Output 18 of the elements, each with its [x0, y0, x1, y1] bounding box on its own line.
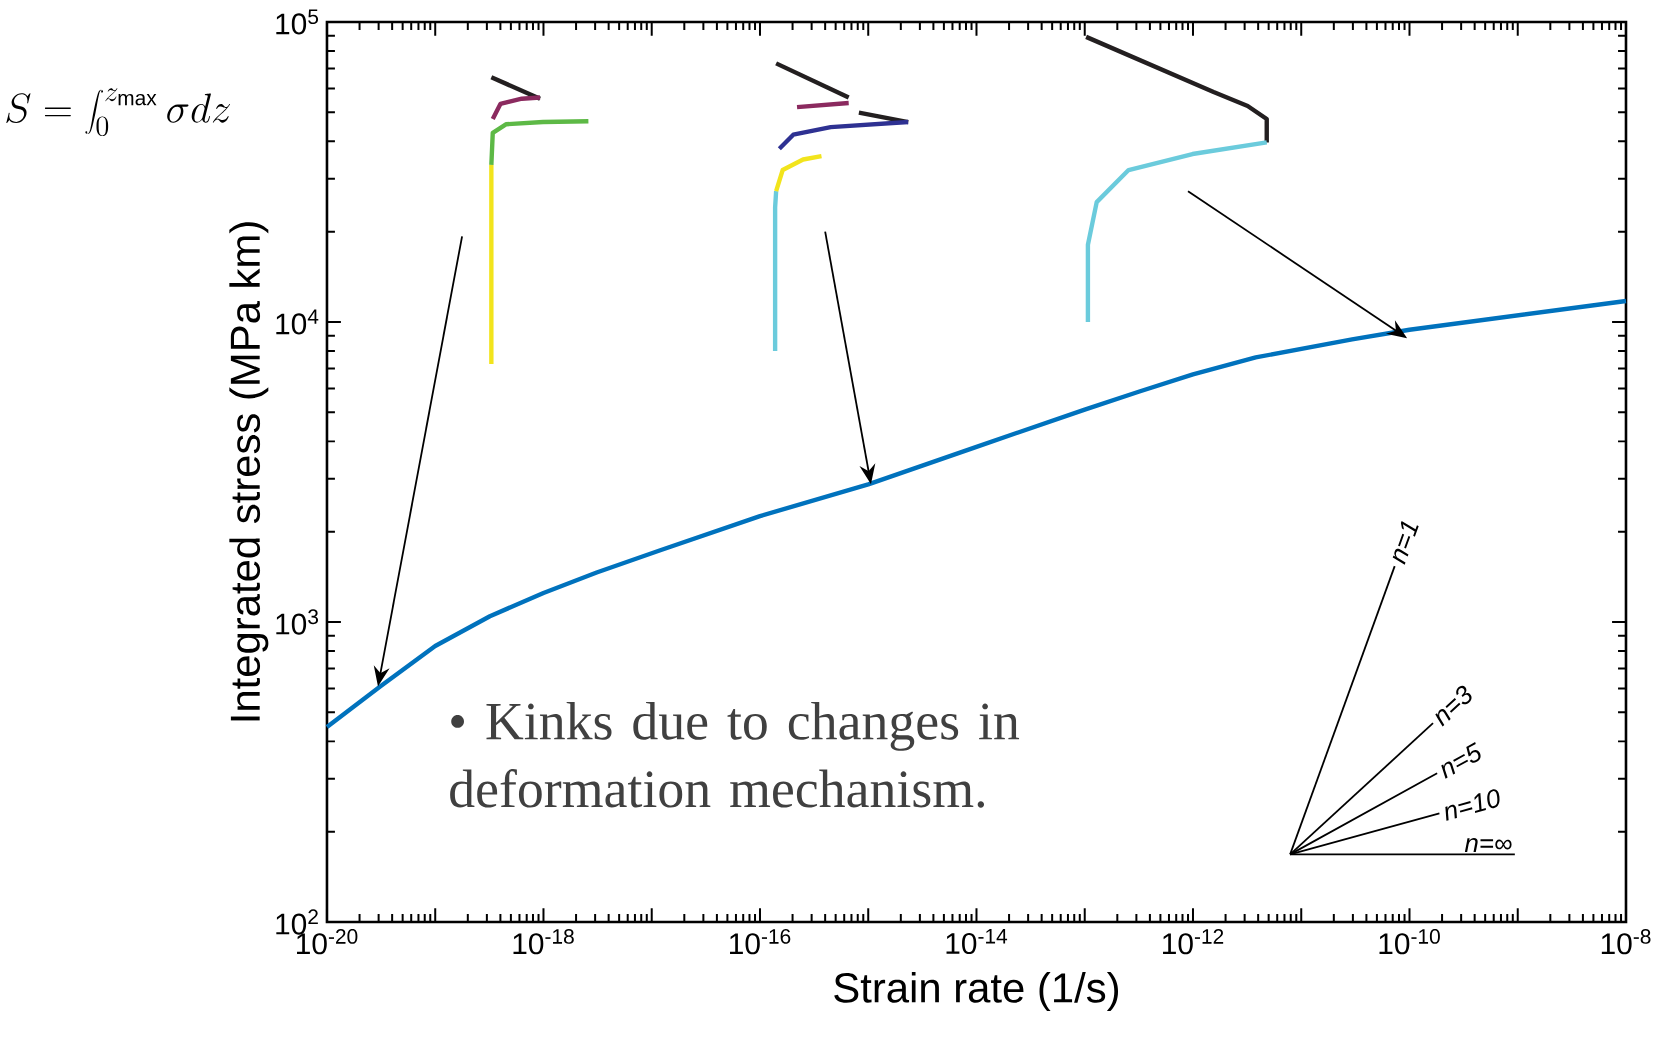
annotation: n=3 [1435, 685, 1472, 727]
x-tick-label: 10$^{-16}$ [730, 929, 791, 955]
annotation: n=∞ [1464, 838, 1512, 853]
x-tick-label: 10$^{-18}$ [513, 929, 574, 955]
x-tick-label: 10$^{-12}$ [1163, 929, 1224, 955]
x-tick-label: 10$^{-10}$ [1379, 929, 1440, 955]
y-tick-label: 10$^{5}$ [276, 9, 319, 35]
y-tick-label: 10$^{3}$ [276, 609, 319, 635]
x-tick-label: 10$^{-8}$ [1601, 929, 1651, 955]
annotation: • Kinks due to changes in deformation mechanism. [450, 701, 1020, 808]
x-axis-title: Strain rate (1/s) [834, 972, 1119, 1011]
y-tick-label: 10$^{4}$ [276, 309, 319, 335]
annotation: n=5 [1441, 742, 1481, 779]
text: $S=\int_{0}^{z_{\mathrm{max}}}\sigma dz$ [6, 88, 231, 137]
y-axis-title: Integrated stress (MPa km) [229, 222, 269, 721]
annotation: n=10 [1445, 789, 1500, 821]
x-tick-label: 10$^{-14}$ [946, 929, 1008, 955]
annotation: n=1 [1392, 520, 1419, 565]
